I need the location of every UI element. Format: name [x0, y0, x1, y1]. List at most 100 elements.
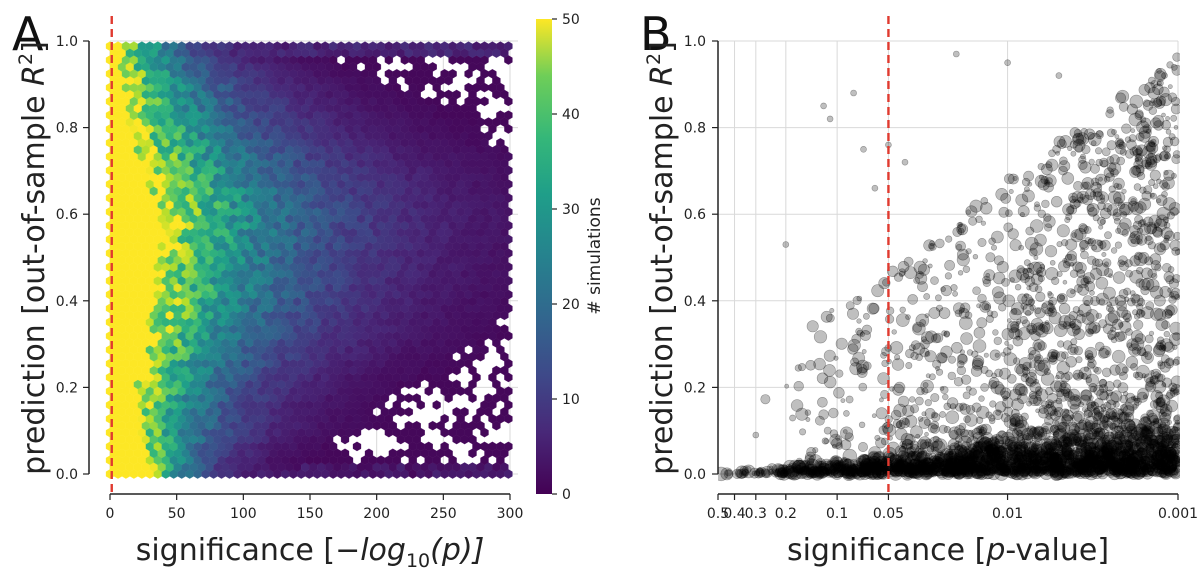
scatter-point	[997, 447, 1002, 452]
scatter-point	[1133, 319, 1144, 330]
panel-a-xtick-label: 150	[297, 506, 324, 522]
scatter-point	[1167, 463, 1180, 479]
scatter-point	[914, 468, 921, 476]
scatter-point	[772, 464, 786, 478]
hexbin	[340, 448, 350, 459]
panel-a-ytick-label: 0.4	[56, 294, 78, 310]
scatter-point	[924, 431, 929, 437]
panel-a-ylabel: prediction [out-of-sample R2]	[15, 41, 52, 475]
colorbar-tick-label: 20	[562, 297, 580, 313]
panel-a-ytick-label: 0.6	[56, 207, 78, 223]
scatter-point	[812, 447, 819, 454]
scatter-point	[1015, 444, 1021, 450]
hexbin	[488, 69, 497, 79]
scatter-point	[875, 464, 884, 473]
colorbar-tick-label: 10	[562, 392, 580, 408]
scatter-point	[1111, 442, 1126, 456]
scatter-point	[1074, 438, 1087, 451]
scatter-point	[755, 468, 766, 478]
scatter-point	[1090, 459, 1103, 473]
hexbin	[428, 420, 437, 431]
hexbin	[504, 441, 513, 452]
panel-b-scatter	[718, 50, 1180, 482]
panel-b: 0.50.4 0.3 0.2 0.1 0.05 0.01 0.0010.00.20.40.6…	[640, 7, 1198, 568]
colorbar-tick-label: 0	[562, 487, 571, 503]
scatter-point	[951, 469, 957, 475]
hexbin	[412, 393, 421, 403]
scatter-point	[1159, 449, 1169, 458]
scatter-point	[942, 469, 949, 476]
scatter-point	[1173, 415, 1180, 422]
scatter-point	[799, 428, 807, 436]
hexbin	[504, 110, 513, 120]
scatter-point	[980, 456, 986, 462]
scatter-point	[940, 460, 949, 469]
scatter-point	[1020, 444, 1028, 452]
hexbin	[504, 41, 513, 51]
scatter-point	[954, 466, 964, 475]
scatter-point	[1121, 452, 1134, 466]
colorbar-label: # simulations	[585, 197, 605, 314]
scatter-point	[1020, 459, 1032, 471]
hexbin	[440, 441, 449, 452]
panel-a-ytick-label: 0.2	[56, 380, 78, 396]
scatter-point	[1034, 459, 1040, 466]
scatter-point	[1041, 451, 1052, 462]
hexbin	[452, 89, 461, 100]
scatter-point	[857, 441, 868, 452]
panel-a-xtick-label: 100	[230, 506, 257, 522]
scatter-point	[994, 352, 1000, 358]
scatter-point	[810, 467, 824, 481]
scatter-point	[963, 415, 971, 424]
scatter-point	[1173, 125, 1179, 130]
scatter-point	[1026, 459, 1040, 472]
colorbar-tick-label: 50	[562, 12, 580, 28]
scatter-point	[1139, 455, 1151, 468]
hexbin	[504, 386, 513, 396]
scatter-point	[952, 458, 968, 474]
hexbin	[480, 96, 489, 107]
scatter-point	[1122, 463, 1127, 469]
scatter-point	[1076, 466, 1085, 474]
scatter-point	[956, 461, 963, 468]
scatter-point	[825, 468, 833, 477]
hexbin	[424, 441, 433, 452]
scatter-point	[735, 465, 749, 479]
scatter-point	[809, 469, 816, 476]
scatter-point	[931, 461, 938, 468]
scatter-point	[904, 452, 920, 468]
hexbin	[352, 441, 362, 452]
scatter-point	[1043, 465, 1052, 474]
panel-a-xtick-label: 250	[430, 506, 457, 522]
panel-a-label: A	[12, 7, 44, 61]
scatter-point	[1050, 196, 1063, 208]
scatter-point	[1108, 411, 1117, 420]
scatter-point	[791, 460, 806, 475]
scatter-point	[1014, 284, 1022, 291]
scatter-point	[1067, 449, 1079, 462]
colorbar-tick-label: 40	[562, 107, 580, 123]
colorbar-gradient	[536, 19, 552, 494]
panel-a-ytick-label: 0.8	[56, 121, 78, 137]
scatter-point	[930, 276, 939, 285]
hexbin	[440, 414, 449, 424]
scatter-point	[946, 467, 955, 476]
scatter-point	[860, 463, 874, 477]
scatter-point	[1141, 455, 1151, 465]
hexbin	[500, 324, 509, 334]
scatter-point	[1170, 114, 1178, 122]
scatter-point	[1162, 467, 1168, 473]
hexbin	[428, 62, 437, 72]
scatter-point	[904, 468, 911, 475]
scatter-point	[950, 464, 960, 474]
scatter-point	[720, 467, 734, 481]
scatter-point	[1041, 456, 1049, 464]
hexbin	[460, 407, 469, 417]
scatter-point	[1119, 456, 1131, 467]
scatter-point	[1125, 396, 1140, 411]
